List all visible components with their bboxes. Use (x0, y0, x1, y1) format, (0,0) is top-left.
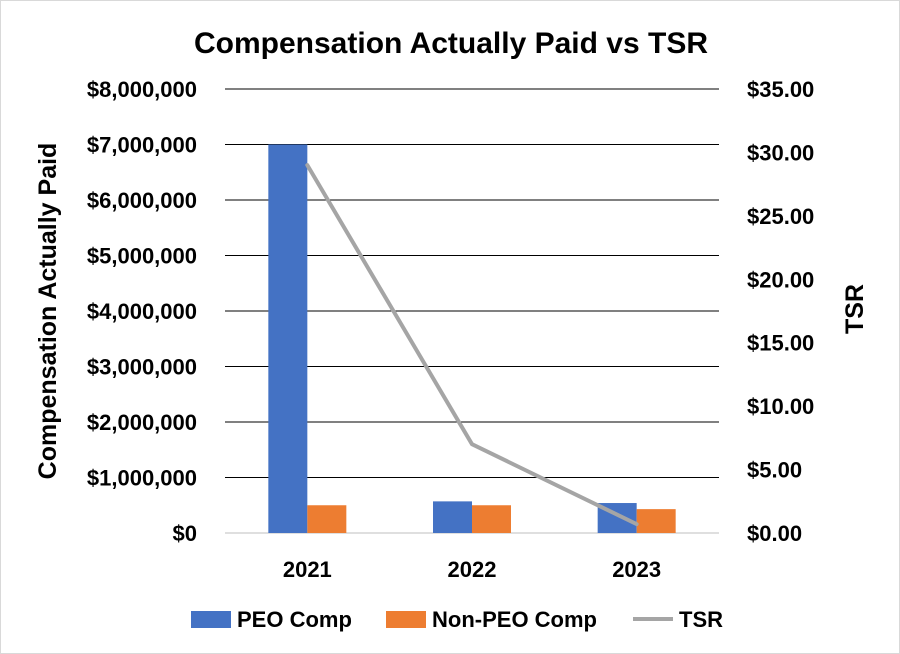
legend-label-tsr: TSR (679, 607, 723, 632)
y-tick-label: $5,000,000 (87, 244, 197, 269)
x-tick-label: 2022 (448, 557, 497, 582)
y-tick-label: $7,000,000 (87, 133, 197, 158)
bar-non-peo-comp-2021 (307, 505, 347, 533)
y2-tick-label: $15.00 (747, 331, 814, 356)
y2-tick-label: $30.00 (747, 140, 814, 165)
y-tick-label: $3,000,000 (87, 355, 197, 380)
legend-swatch-peo-comp (191, 611, 231, 628)
y-tick-label: $2,000,000 (87, 410, 197, 435)
legend-swatch-non-peo-comp (386, 611, 426, 628)
y2-axis-title: TSR (841, 284, 869, 334)
legend-label-peo-comp: PEO Comp (237, 607, 352, 632)
line-tsr (305, 163, 639, 527)
x-tick-label: 2023 (612, 557, 661, 582)
y2-tick-label: $25.00 (747, 204, 814, 229)
chart-title: Compensation Actually Paid vs TSR (194, 27, 708, 60)
legend: PEO Comp Non-PEO Comp TSR (191, 607, 723, 632)
y2-tick-label: $0.00 (747, 521, 802, 546)
x-tick-label: 2021 (283, 557, 332, 582)
y-axis-title: Compensation Actually Paid (34, 143, 62, 480)
right-axis-ticks: $0.00 $5.00 $10.00 $15.00 $20.00 $25.00 $30.00… (747, 77, 814, 546)
bar-marks (268, 144, 676, 533)
bar-peo-comp-2021 (268, 144, 308, 533)
y2-tick-label: $20.00 (747, 267, 814, 292)
y-tick-label: $1,000,000 (87, 466, 197, 491)
y-tick-label: $0 (173, 521, 197, 546)
y2-tick-label: $10.00 (747, 394, 814, 419)
y2-tick-label: $5.00 (747, 458, 802, 483)
bar-peo-comp-2022 (433, 501, 472, 533)
left-axis-ticks: $0 $1,000,000 $2,000,000 $3,000,000 $4,000,0… (87, 77, 197, 546)
line-marks (305, 163, 639, 527)
y-tick-label: $6,000,000 (87, 188, 197, 213)
bar-non-peo-comp-2022 (472, 505, 511, 533)
legend-label-non-peo-comp: Non-PEO Comp (432, 607, 597, 632)
y2-tick-label: $35.00 (747, 77, 814, 102)
y-tick-label: $4,000,000 (87, 299, 197, 324)
bar-non-peo-comp-2023 (636, 509, 676, 533)
x-axis-ticks: 2021 2022 2023 (283, 557, 661, 582)
y-tick-label: $8,000,000 (87, 77, 197, 102)
